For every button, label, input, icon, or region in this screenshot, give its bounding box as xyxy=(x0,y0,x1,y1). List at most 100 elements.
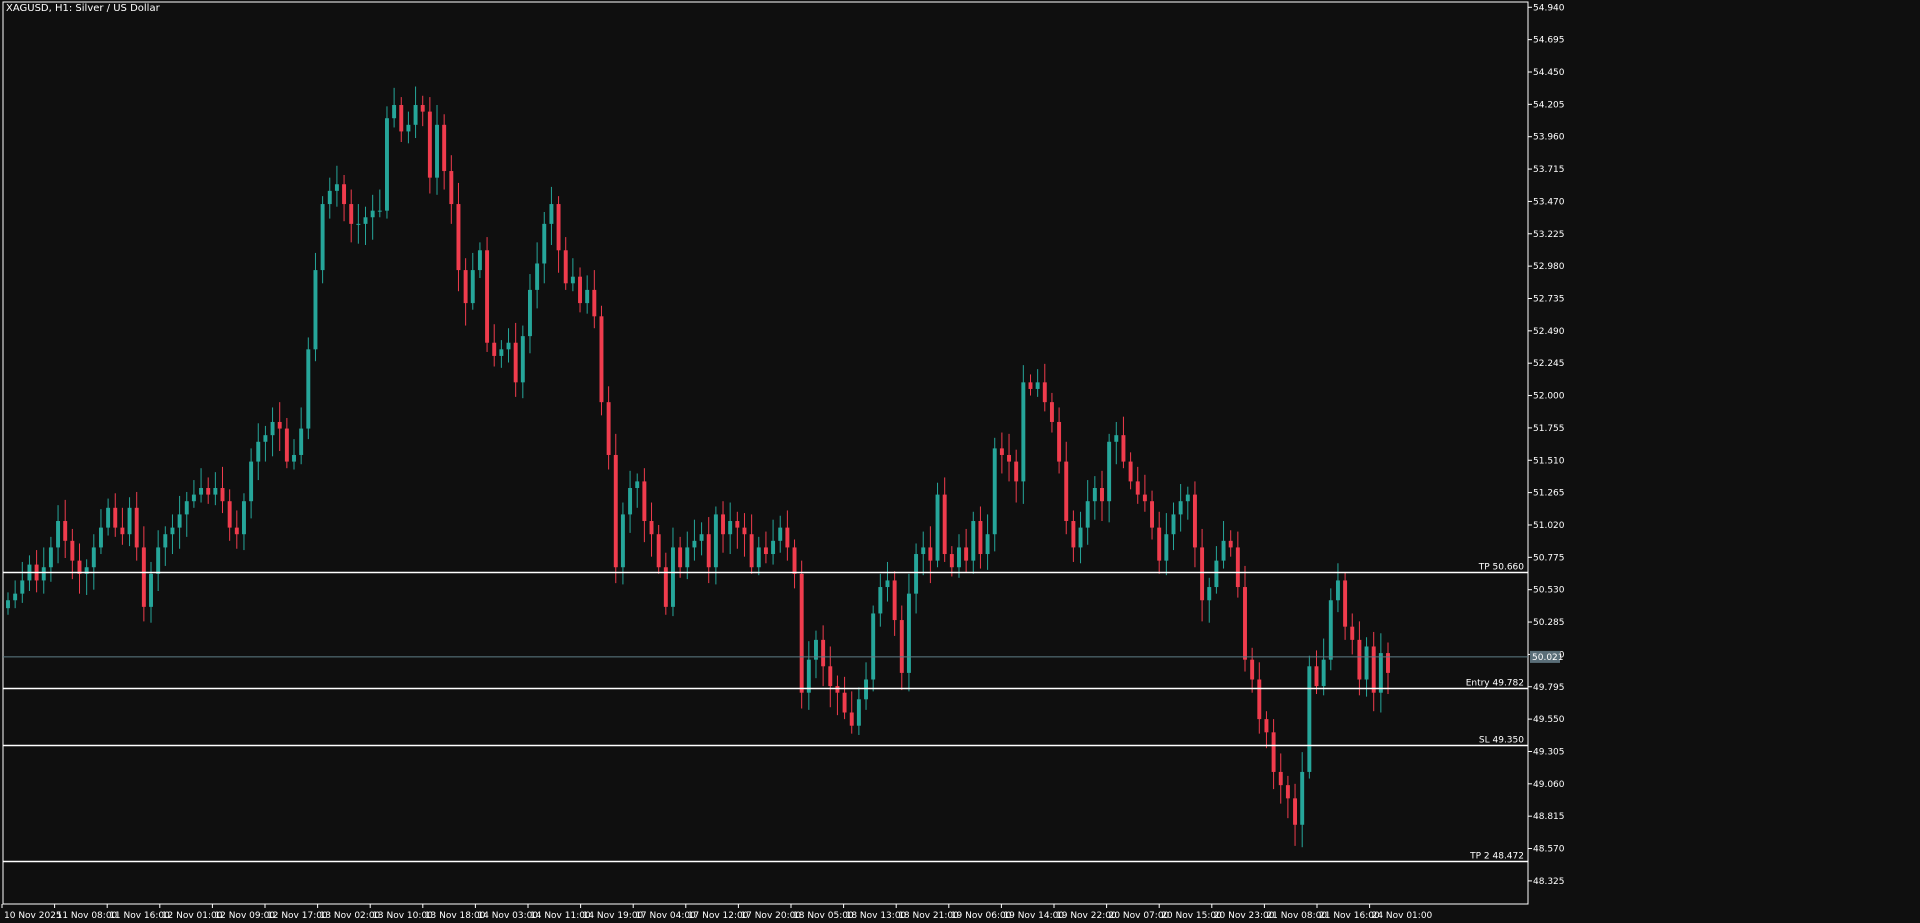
candle xyxy=(263,425,268,462)
candle xyxy=(1364,637,1369,697)
candle xyxy=(1028,374,1033,396)
candle-body xyxy=(1357,639,1362,680)
candle xyxy=(313,252,318,362)
candle xyxy=(277,402,282,452)
candle xyxy=(363,206,368,245)
candle xyxy=(1314,650,1319,695)
candle-body xyxy=(549,204,554,224)
candle-body xyxy=(70,540,75,561)
candle-body xyxy=(263,435,268,442)
candle-body xyxy=(921,547,926,555)
candle-body xyxy=(578,276,582,304)
candle xyxy=(41,547,46,594)
candle-body xyxy=(163,534,168,548)
candle-body xyxy=(1364,646,1369,680)
candle xyxy=(1092,476,1097,520)
candle xyxy=(885,561,890,602)
candle-body xyxy=(992,448,997,535)
candle xyxy=(520,325,525,399)
candle-body xyxy=(1150,501,1155,528)
candle-body xyxy=(1042,382,1047,403)
y-tick-label: 48.325 xyxy=(1533,877,1565,887)
candle xyxy=(1164,513,1169,576)
candle-body xyxy=(1107,441,1112,502)
candle-body xyxy=(585,289,590,304)
candle-body xyxy=(957,547,961,568)
candle-body xyxy=(1228,540,1233,548)
candle xyxy=(814,630,818,679)
x-tick-label: 18 Nov 21:00 xyxy=(898,911,959,921)
candle xyxy=(170,514,175,555)
candle-body xyxy=(120,527,125,535)
candle-body xyxy=(91,547,96,568)
candle-body xyxy=(1271,732,1276,772)
candle-body xyxy=(1378,653,1383,693)
candle-body xyxy=(420,105,425,112)
candle xyxy=(406,111,411,144)
candle xyxy=(477,242,482,279)
candle-body xyxy=(806,659,811,693)
x-tick-label: 10 Nov 2025 xyxy=(4,911,62,921)
candle-body xyxy=(542,223,547,264)
candle-body xyxy=(792,547,797,574)
candle-body xyxy=(656,534,661,568)
y-tick-label: 54.205 xyxy=(1533,100,1565,110)
candle-body xyxy=(356,223,361,225)
candle xyxy=(1207,577,1212,623)
candle-body xyxy=(942,494,947,555)
candle xyxy=(392,87,397,128)
candle xyxy=(728,502,733,555)
candle xyxy=(20,561,25,603)
candle xyxy=(342,175,347,222)
candle xyxy=(98,509,103,555)
candle-body xyxy=(1064,461,1069,522)
candle xyxy=(992,437,997,552)
candle xyxy=(649,502,654,557)
candle xyxy=(763,531,768,564)
candle xyxy=(878,573,883,627)
candle-body xyxy=(199,487,204,495)
candle xyxy=(1386,642,1390,695)
y-tick-label: 54.695 xyxy=(1533,36,1565,46)
candle xyxy=(463,258,468,326)
candle xyxy=(742,513,747,557)
candle-body xyxy=(699,534,704,541)
candle-body xyxy=(227,501,232,528)
candle xyxy=(1350,613,1355,655)
current-price-label: 50.021 xyxy=(1532,653,1564,663)
candle xyxy=(556,196,561,273)
candle-body xyxy=(463,270,468,304)
candle xyxy=(127,497,132,547)
x-tick-label: 11 Nov 08:00 xyxy=(57,911,118,921)
candle xyxy=(6,592,10,615)
candle xyxy=(778,515,783,553)
candle-body xyxy=(685,547,690,568)
candle-body xyxy=(628,487,633,515)
x-tick-label: 17 Nov 04:00 xyxy=(635,911,696,921)
candle-body xyxy=(528,289,532,337)
candle xyxy=(928,526,933,584)
y-tick-label: 52.245 xyxy=(1533,359,1565,369)
candle-body xyxy=(320,204,325,271)
candle xyxy=(549,186,554,245)
y-tick-label: 49.060 xyxy=(1533,780,1565,790)
candle-body xyxy=(771,540,776,555)
candle-body xyxy=(885,580,890,588)
current-price-tag xyxy=(1530,650,1560,663)
y-tick-label: 53.470 xyxy=(1533,197,1565,207)
candle-body xyxy=(342,184,347,205)
candle-body xyxy=(1285,785,1290,799)
candle-body xyxy=(1314,666,1319,687)
candle-body xyxy=(191,494,196,502)
plot-frame xyxy=(2,1,1529,905)
x-tick-label: 17 Nov 20:00 xyxy=(740,911,801,921)
candle-body xyxy=(213,487,218,495)
candle xyxy=(613,433,618,584)
candle-body xyxy=(914,554,919,594)
candle xyxy=(620,502,625,585)
candle-body xyxy=(1250,659,1255,680)
y-tick-label: 52.000 xyxy=(1533,392,1565,402)
x-tick-label: 19 Nov 06:00 xyxy=(951,911,1012,921)
